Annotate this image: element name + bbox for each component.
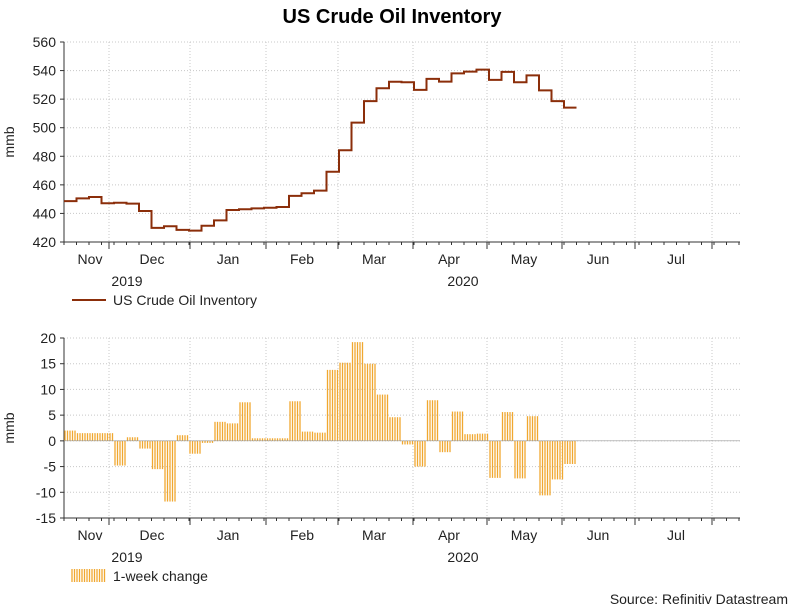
change-bar xyxy=(414,440,426,467)
change-bar xyxy=(126,437,139,441)
change-bar xyxy=(489,440,501,478)
change-bar xyxy=(139,440,151,449)
inv-month-label: Dec xyxy=(140,251,165,267)
change-bar xyxy=(314,432,326,441)
chg-month-label: Jan xyxy=(217,527,240,543)
inv-month-label: Nov xyxy=(78,251,103,267)
inventory-panel: 420 440 460 480 500 520 540 560 Nov Dec Jan Feb Mar A… xyxy=(1,34,740,289)
inv-month-label: May xyxy=(511,251,537,267)
source-note: Source: Refinitiv Datastream xyxy=(610,591,788,606)
change-bar xyxy=(89,433,101,441)
change-bar xyxy=(364,363,376,441)
change-bar xyxy=(164,440,176,502)
change-bar xyxy=(339,362,351,441)
change-bar xyxy=(151,440,164,470)
chg-ytick-label: -5 xyxy=(44,459,57,475)
change-bar xyxy=(301,431,314,441)
chg-month-label: Jun xyxy=(587,527,610,543)
inv-month-label: Feb xyxy=(290,251,314,267)
inv-month-label: Jan xyxy=(217,251,240,267)
change-bar xyxy=(201,440,214,443)
change-bar xyxy=(64,430,76,441)
legend-bar-swatch xyxy=(71,569,106,582)
chg-month-label: May xyxy=(511,527,537,543)
chg-ytick-label: -15 xyxy=(36,510,56,526)
change-bar xyxy=(276,438,289,441)
inv-ytick-label: 420 xyxy=(33,234,57,250)
change-bar xyxy=(76,433,89,441)
change-bar xyxy=(226,423,239,441)
change-bar xyxy=(476,433,489,441)
inventory-line xyxy=(64,68,577,232)
change-bar xyxy=(501,412,514,441)
chg-ytick-label: 0 xyxy=(48,433,56,449)
chg-ytick-label: 15 xyxy=(40,356,56,372)
inv-ytick-label: 440 xyxy=(33,205,57,221)
chg-ytick-label: -10 xyxy=(36,484,56,500)
change-bar xyxy=(464,434,476,441)
inv-ytick-label: 460 xyxy=(33,177,57,193)
chg-month-label: Apr xyxy=(438,527,460,543)
inv-ytick-label: 540 xyxy=(33,63,57,79)
change-bar xyxy=(376,394,389,441)
weekly-change-panel: -15 -10 -5 0 5 10 15 20 Nov Dec Jan Feb Mar Apr May Jun… xyxy=(1,330,740,565)
chg-month-label: Feb xyxy=(290,527,314,543)
legend-inventory-label: US Crude Oil Inventory xyxy=(113,292,257,308)
change-bar xyxy=(326,369,339,441)
change-bar xyxy=(564,440,576,464)
change-bar xyxy=(539,440,551,496)
change-bar xyxy=(401,440,414,445)
change-bar xyxy=(189,440,201,454)
inv-year-label: 2019 xyxy=(111,273,142,289)
change-bar xyxy=(239,402,251,441)
change-bar xyxy=(526,416,539,441)
inv-ytick-label: 500 xyxy=(33,120,57,136)
change-bar xyxy=(214,421,226,441)
inv-month-label: Jun xyxy=(587,251,610,267)
chg-month-label: Mar xyxy=(362,527,386,543)
change-bar xyxy=(451,411,464,441)
change-bar xyxy=(514,440,526,479)
change-bar xyxy=(264,438,276,441)
chg-year-label: 2019 xyxy=(111,549,142,565)
change-bar xyxy=(426,400,439,441)
chg-ytick-label: 10 xyxy=(40,381,56,397)
change-bar xyxy=(176,435,189,441)
inv-ytick-label: 480 xyxy=(33,148,57,164)
inv-month-label: Mar xyxy=(362,251,386,267)
chg-month-label: Nov xyxy=(78,527,103,543)
inv-ylabel: mmb xyxy=(1,126,17,157)
change-bar xyxy=(114,440,126,466)
chg-ylabel: mmb xyxy=(1,412,17,443)
inv-month-label: Apr xyxy=(438,251,460,267)
change-bar xyxy=(351,342,364,441)
change-bar xyxy=(439,440,451,453)
chg-month-label: Dec xyxy=(140,527,165,543)
chart-title: US Crude Oil Inventory xyxy=(283,6,503,28)
inv-year-label: 2020 xyxy=(447,273,478,289)
change-bar xyxy=(389,417,401,441)
change-bar xyxy=(289,401,301,441)
chg-ytick-label: 5 xyxy=(48,407,56,423)
chg-year-label: 2020 xyxy=(447,549,478,565)
inv-month-label: Jul xyxy=(667,251,685,267)
inv-ytick-label: 520 xyxy=(33,91,57,107)
legend-change-label: 1-week change xyxy=(113,568,208,584)
chg-month-label: Jul xyxy=(667,527,685,543)
change-bar xyxy=(551,440,564,480)
change-bar xyxy=(251,438,264,441)
chg-ytick-label: 20 xyxy=(40,330,56,346)
change-bar xyxy=(101,433,114,441)
inv-ytick-label: 560 xyxy=(33,34,57,50)
